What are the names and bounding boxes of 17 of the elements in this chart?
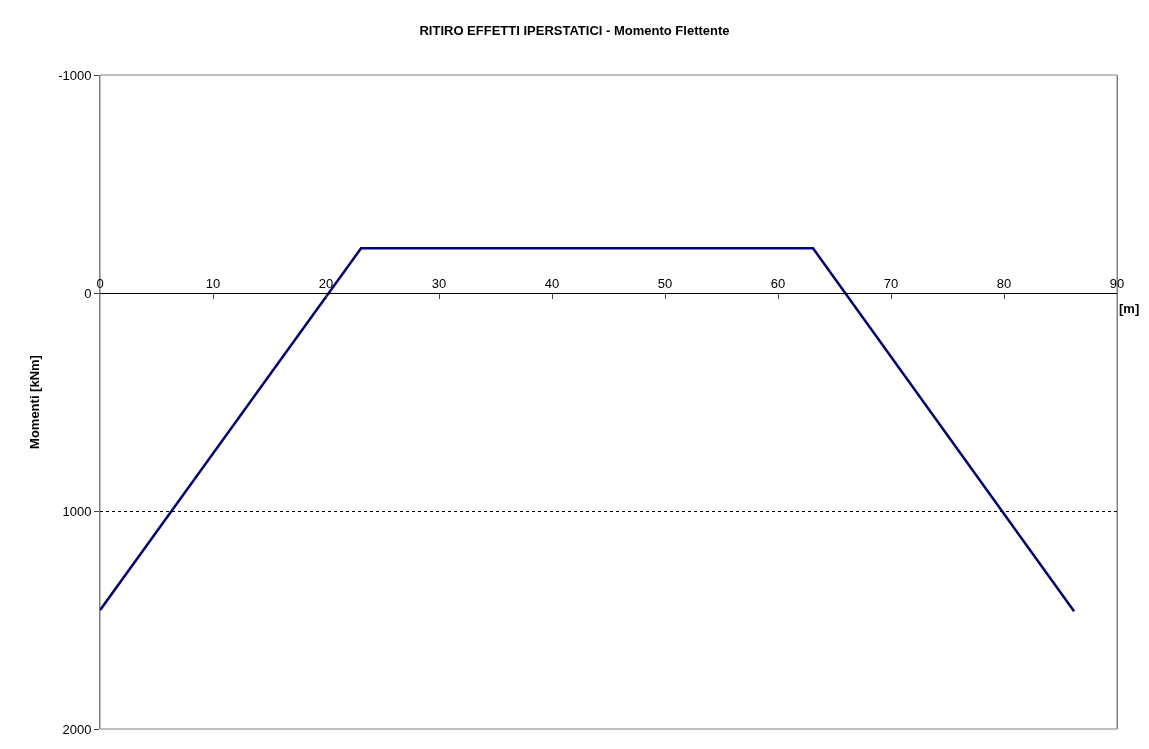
y-tick-label: 2000 xyxy=(62,721,92,737)
x-tick-label: 40 xyxy=(544,275,560,291)
y-axis-title: Momenti [kNm] xyxy=(27,355,43,449)
y-tick-label: 1000 xyxy=(62,503,92,519)
x-tick-label: 70 xyxy=(883,275,899,291)
x-tick-label: 90 xyxy=(1109,275,1125,291)
y-tick-label: 0 xyxy=(84,285,92,301)
x-tick-label: 50 xyxy=(657,275,673,291)
x-axis-title: [m] xyxy=(1119,301,1140,316)
x-tick-label: 60 xyxy=(770,275,786,291)
x-tick-label: 30 xyxy=(431,275,447,291)
chart-title: RITIRO EFFETTI IPERSTATICI - Momento Flettente xyxy=(419,23,730,39)
x-tick-label: 20 xyxy=(318,275,334,291)
x-tick-label: 80 xyxy=(996,275,1012,291)
x-tick-label: 0 xyxy=(96,275,104,291)
x-tick-label: 10 xyxy=(205,275,221,291)
y-tick-label: -1000 xyxy=(58,67,92,83)
